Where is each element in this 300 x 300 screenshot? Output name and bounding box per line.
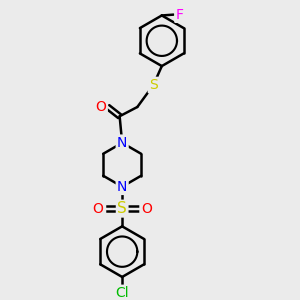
Text: F: F bbox=[176, 8, 184, 22]
Text: S: S bbox=[149, 78, 158, 92]
Text: O: O bbox=[93, 202, 104, 216]
Text: N: N bbox=[117, 180, 128, 194]
Text: Cl: Cl bbox=[116, 286, 129, 300]
Text: O: O bbox=[141, 202, 152, 216]
Text: N: N bbox=[117, 136, 128, 150]
Text: O: O bbox=[96, 100, 106, 114]
Text: S: S bbox=[117, 201, 127, 216]
